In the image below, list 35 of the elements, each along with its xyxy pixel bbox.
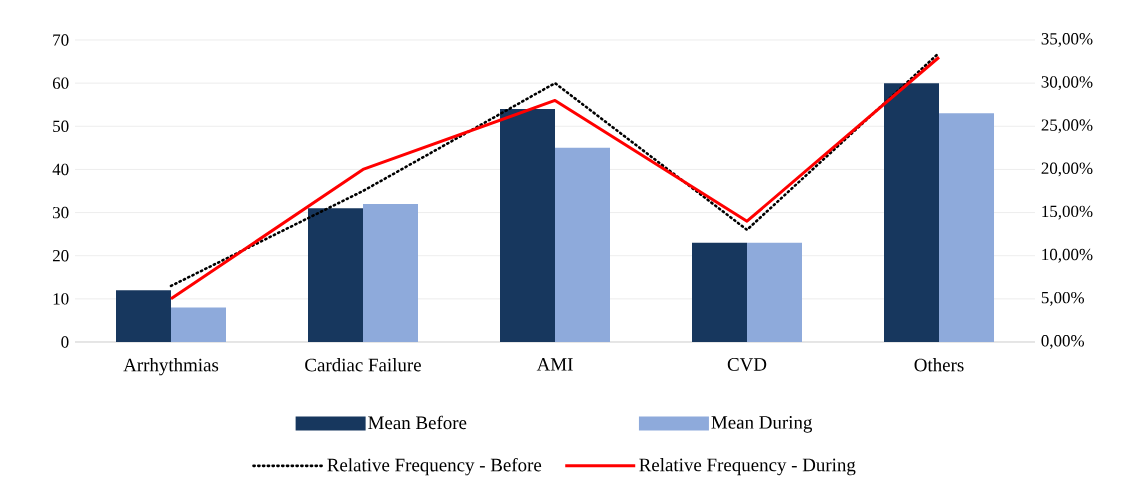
bar: [747, 242, 802, 342]
y-tick-label: 50: [53, 120, 69, 132]
x-tick-label: CVD: [727, 358, 767, 371]
legend-label: Relative Frequency - During: [639, 458, 856, 476]
x-tick-label: Arrhythmias: [123, 358, 219, 376]
x-tick-label: Cardiac Failure: [305, 358, 421, 372]
y2-tick-label: 10,00%: [1042, 248, 1093, 263]
x-tick-label: AMI: [536, 358, 573, 371]
bar: [884, 83, 939, 342]
y-tick-label: 30: [53, 206, 69, 219]
bar: [308, 208, 363, 342]
y-tick-label: 40: [52, 163, 69, 176]
legend-label: Mean Before: [368, 415, 467, 430]
bar: [939, 113, 995, 342]
y2-tick-label: 30,00%: [1041, 76, 1093, 91]
legend-label: Relative Frequency - Before: [327, 457, 542, 476]
bar: [363, 203, 418, 342]
y2-tick-label: 35,00%: [1041, 33, 1093, 47]
y-tick-label: 10: [53, 293, 69, 305]
y-tick-label: 60: [52, 77, 69, 89]
bar: [500, 109, 555, 342]
x-tick-label: Others: [914, 358, 964, 372]
y2-tick-label: 5,00%: [1041, 291, 1085, 306]
y-tick-label: 0: [61, 336, 69, 348]
bar: [692, 242, 747, 342]
y2-tick-label: 0,00%: [1041, 335, 1085, 349]
bar: [555, 147, 610, 342]
y-tick-label: 20: [52, 250, 69, 262]
y2-tick-label: 20,00%: [1041, 162, 1093, 177]
y2-tick-label: 15,00%: [1042, 205, 1093, 220]
bar: [116, 290, 171, 342]
y2-tick-label: 25,00%: [1041, 119, 1093, 134]
bar: [171, 307, 226, 342]
legend-label: Mean During: [711, 416, 813, 433]
y-tick-label: 70: [53, 34, 69, 46]
